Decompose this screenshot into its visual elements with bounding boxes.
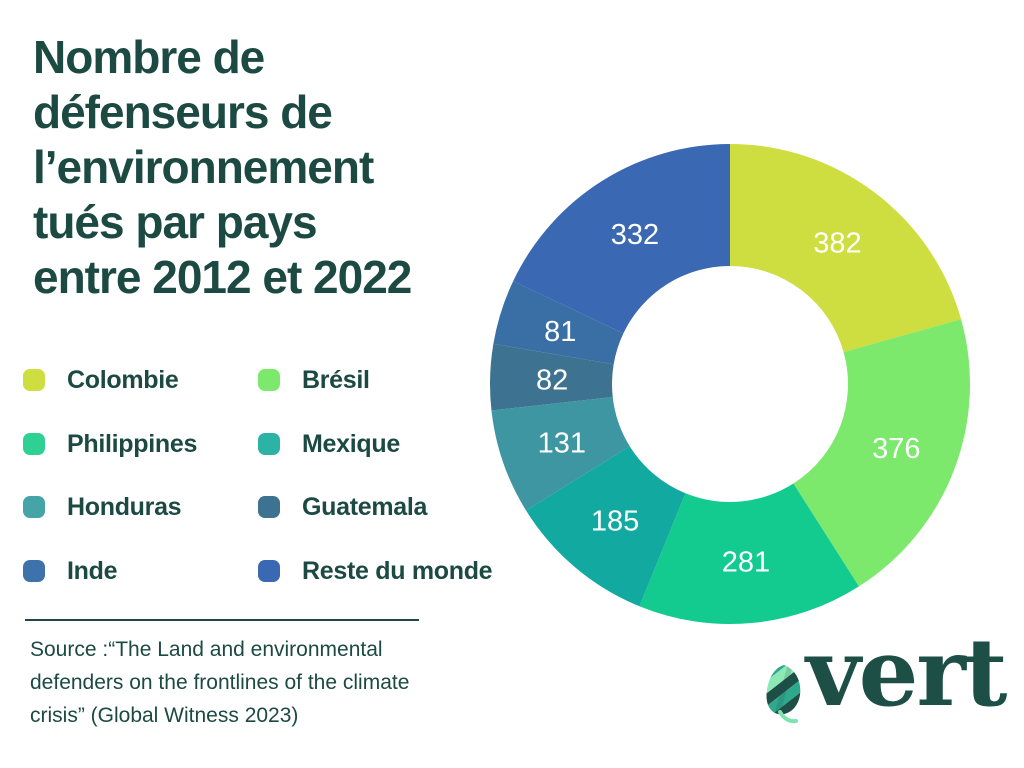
source-text: Source :“The Land and environmental defe…	[30, 638, 410, 727]
legend-item-mexique: Mexique	[258, 429, 400, 458]
slice-value-label: 82	[536, 364, 568, 396]
legend-item-guatemala: Guatemala	[258, 492, 428, 521]
legend-label: Honduras	[67, 492, 182, 521]
legend-item-honduras: Honduras	[23, 492, 182, 521]
legend-label: Inde	[67, 556, 118, 585]
slice-value-label: 131	[538, 428, 586, 460]
logo-wordmark: vert	[806, 618, 1007, 728]
legend-swatch	[258, 369, 280, 391]
pie-slice-guatemala	[489, 343, 614, 411]
pie-slice-philippines	[639, 483, 859, 624]
slice-value-label: 185	[591, 505, 639, 537]
pie-slice-br-sil	[793, 319, 971, 587]
pie-slice-inde	[493, 281, 624, 365]
chart-title: Nombre de défenseurs de l’environnement …	[33, 31, 412, 303]
legend-swatch	[258, 433, 280, 455]
legend-label: Guatemala	[302, 492, 428, 521]
legend-swatch	[23, 560, 45, 582]
pie-slice-colombie	[730, 144, 962, 353]
legend-item-philippines: Philippines	[23, 429, 198, 458]
legend-label: Mexique	[302, 429, 400, 458]
legend-swatch	[23, 433, 45, 455]
slice-value-label: 281	[722, 547, 770, 579]
legend-label: Brésil	[302, 365, 370, 394]
slice-value-label: 376	[872, 433, 920, 465]
legend-swatch	[23, 496, 45, 518]
pie-slice-mexique	[526, 446, 686, 607]
legend-item-reste-du-monde: Reste du monde	[258, 556, 493, 585]
legend-swatch	[258, 496, 280, 518]
legend-label: Philippines	[67, 429, 198, 458]
slice-value-label: 332	[611, 219, 659, 251]
vert-logo: vert	[760, 625, 1007, 735]
leaf-icon	[766, 665, 801, 724]
divider-line	[25, 619, 419, 621]
legend-item-inde: Inde	[23, 556, 118, 585]
legend-label: Colombie	[67, 365, 179, 394]
pie-slice-honduras	[491, 397, 630, 511]
slice-value-label: 81	[544, 316, 576, 348]
legend-item-colombie: Colombie	[23, 365, 179, 394]
legend-label: Reste du monde	[302, 556, 493, 585]
slice-value-label: 382	[813, 228, 861, 260]
legend-item-br-sil: Brésil	[258, 365, 370, 394]
legend-swatch	[258, 560, 280, 582]
pie-slice-reste-du-monde	[513, 144, 730, 334]
legend-swatch	[23, 369, 45, 391]
